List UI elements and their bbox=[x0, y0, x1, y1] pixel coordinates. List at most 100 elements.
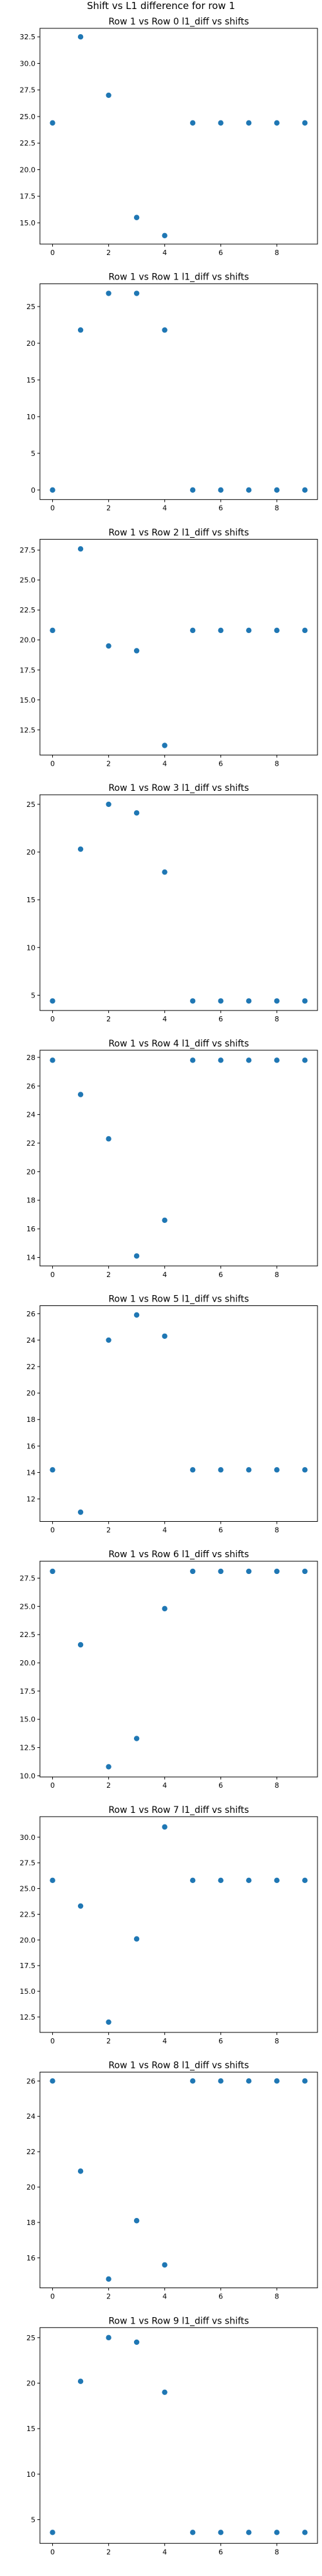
x-tick-label: 6 bbox=[218, 1015, 223, 1023]
chart-panel-0: Row 1 vs Row 0 l1_diff vs shifts 0 2 4 6 8 15.… bbox=[20, 17, 318, 257]
x-tick-label: 4 bbox=[162, 1781, 167, 1790]
data-point bbox=[50, 627, 55, 634]
data-point bbox=[218, 1467, 224, 1473]
x-tick-label: 0 bbox=[50, 759, 55, 768]
y-tick-label: 12.5 bbox=[20, 726, 36, 734]
x-tick-label: 4 bbox=[162, 2548, 167, 2556]
x-tick-label: 6 bbox=[218, 504, 223, 513]
x-tick-label: 6 bbox=[218, 2548, 223, 2556]
y-tick-label: 12.5 bbox=[20, 1744, 36, 1752]
x-tick-label: 8 bbox=[274, 759, 279, 768]
data-point bbox=[218, 998, 224, 1004]
x-tick-label: 0 bbox=[50, 2293, 55, 2301]
y-tick-label: 20 bbox=[26, 2380, 35, 2388]
data-point bbox=[162, 232, 167, 238]
x-tick-label: 4 bbox=[162, 1271, 167, 1279]
data-point bbox=[162, 2262, 167, 2268]
y-tick-label: 0 bbox=[31, 486, 35, 495]
data-point bbox=[77, 327, 84, 333]
data-point bbox=[274, 1877, 280, 1884]
data-point bbox=[218, 1877, 224, 1884]
data-point bbox=[190, 1467, 196, 1473]
data-point bbox=[218, 1568, 224, 1575]
chart-panel-6: Row 1 vs Row 6 l1_diff vs shifts 0 2 4 6 8 10.… bbox=[20, 1549, 318, 1790]
x-tick-label: 0 bbox=[50, 504, 55, 513]
y-tick-label: 25 bbox=[26, 2334, 35, 2342]
x-tick-label: 6 bbox=[218, 759, 223, 768]
data-point bbox=[302, 2078, 308, 2084]
data-point bbox=[106, 2334, 111, 2341]
chart-title: Row 1 vs Row 8 l1_diff vs shifts bbox=[108, 2061, 249, 2071]
y-tick-label: 5 bbox=[31, 2516, 35, 2524]
x-tick-label: 2 bbox=[106, 759, 111, 768]
data-point bbox=[133, 214, 140, 220]
y-tick-label: 20.0 bbox=[20, 636, 36, 645]
x-tick-label: 4 bbox=[162, 759, 167, 768]
y-tick-label: 27.5 bbox=[20, 1859, 36, 1868]
chart-title: Row 1 vs Row 7 l1_diff vs shifts bbox=[108, 1805, 249, 1815]
data-point bbox=[246, 120, 252, 126]
x-tick-label: 6 bbox=[218, 2037, 223, 2045]
y-tick-label: 18 bbox=[26, 1416, 35, 1424]
data-point bbox=[274, 120, 280, 126]
data-point bbox=[274, 1568, 280, 1575]
chart-title: Row 1 vs Row 5 l1_diff vs shifts bbox=[108, 1294, 249, 1305]
data-point bbox=[50, 1057, 55, 1063]
data-point bbox=[162, 327, 167, 333]
chart-title: Row 1 vs Row 1 l1_diff vs shifts bbox=[108, 272, 249, 283]
data-point bbox=[50, 487, 55, 493]
x-tick-label: 4 bbox=[162, 2293, 167, 2301]
y-tick-label: 24 bbox=[26, 1336, 35, 1345]
y-tick-label: 22.5 bbox=[20, 606, 36, 614]
chart-title: Row 1 vs Row 2 l1_diff vs shifts bbox=[108, 527, 249, 538]
data-point bbox=[50, 998, 55, 1004]
data-point bbox=[162, 1824, 167, 1830]
data-point bbox=[274, 627, 280, 634]
data-point bbox=[246, 1467, 252, 1473]
data-point bbox=[246, 1057, 252, 1063]
x-tick-label: 4 bbox=[162, 504, 167, 513]
data-point bbox=[133, 290, 140, 296]
data-point bbox=[50, 2078, 55, 2084]
y-tick-label: 30.0 bbox=[20, 1833, 36, 1842]
data-point bbox=[246, 998, 252, 1004]
chart-title: Row 1 vs Row 3 l1_diff vs shifts bbox=[108, 783, 249, 793]
y-tick-label: 5 bbox=[31, 450, 35, 458]
data-point bbox=[50, 1568, 55, 1575]
y-tick-label: 12.5 bbox=[20, 2013, 36, 2022]
data-point bbox=[50, 1467, 55, 1473]
x-tick-label: 8 bbox=[274, 2548, 279, 2556]
y-tick-label: 24 bbox=[26, 2112, 35, 2121]
data-point bbox=[106, 1764, 111, 1770]
y-tick-label: 20.0 bbox=[20, 1659, 36, 1667]
x-tick-label: 2 bbox=[106, 504, 111, 513]
data-point bbox=[302, 120, 308, 126]
y-tick-label: 22.5 bbox=[20, 1631, 36, 1639]
y-tick-label: 16 bbox=[26, 1225, 35, 1233]
y-tick-label: 25.0 bbox=[20, 576, 36, 585]
y-tick-label: 15 bbox=[26, 896, 35, 904]
data-point bbox=[133, 2339, 140, 2345]
plot-frame bbox=[39, 794, 318, 1011]
data-point bbox=[106, 2276, 111, 2282]
data-point bbox=[302, 1568, 308, 1575]
chart-panel-3: Row 1 vs Row 3 l1_diff vs shifts 0 2 4 6 8 5 10… bbox=[26, 783, 318, 1023]
data-point bbox=[190, 1877, 196, 1884]
x-tick-label: 4 bbox=[162, 2037, 167, 2045]
y-tick-label: 25 bbox=[26, 800, 35, 809]
chart-title: Row 1 vs Row 4 l1_diff vs shifts bbox=[108, 1039, 249, 1049]
data-point bbox=[274, 998, 280, 1004]
y-tick-label: 26 bbox=[26, 1082, 35, 1090]
data-point bbox=[246, 2078, 252, 2084]
y-tick-label: 22.5 bbox=[20, 1910, 36, 1918]
y-tick-label: 25.0 bbox=[20, 113, 36, 121]
x-tick-label: 8 bbox=[274, 2293, 279, 2301]
y-tick-label: 25 bbox=[26, 303, 35, 311]
chart-title: Row 1 vs Row 6 l1_diff vs shifts bbox=[108, 1549, 249, 1560]
data-point bbox=[302, 1057, 308, 1063]
data-point bbox=[190, 1568, 196, 1575]
y-tick-label: 24 bbox=[26, 1111, 35, 1119]
